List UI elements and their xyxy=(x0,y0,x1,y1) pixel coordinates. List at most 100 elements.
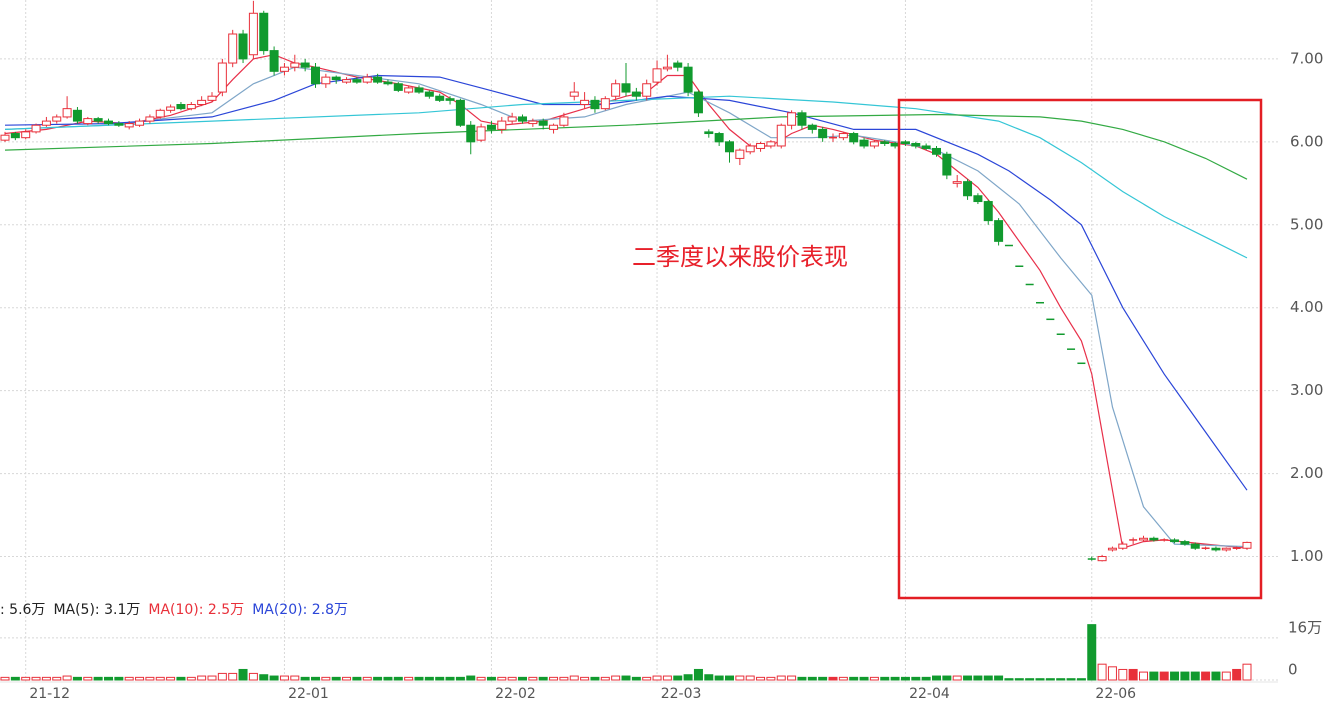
candle-body xyxy=(766,141,776,147)
volume-bar xyxy=(797,676,807,681)
candle-body xyxy=(973,195,983,203)
volume-bar xyxy=(580,676,590,681)
candle-body xyxy=(580,99,590,106)
volume-legend-item: MA(5): 3.1万 xyxy=(53,602,140,618)
volume-bar xyxy=(600,676,610,681)
candle-body xyxy=(994,220,1004,242)
volume-bar xyxy=(1076,678,1086,681)
volume-bar xyxy=(621,675,631,681)
volume-bar xyxy=(631,676,641,681)
volume-bar xyxy=(756,676,766,681)
volume-bar xyxy=(704,674,714,681)
volume-bar xyxy=(1014,678,1024,681)
y-tick-label: 7.00 xyxy=(1290,49,1323,67)
candle-body xyxy=(186,104,196,110)
highlight-box xyxy=(897,98,1263,600)
candle-body xyxy=(1097,556,1107,562)
volume-bar xyxy=(207,675,217,681)
candle-body xyxy=(21,131,31,139)
volume-bar xyxy=(290,675,300,681)
candle-body xyxy=(207,95,217,101)
y-tick-label: 2.00 xyxy=(1290,464,1323,482)
candle-body xyxy=(321,76,331,85)
candle-body xyxy=(176,104,186,110)
volume-bar xyxy=(807,676,817,681)
volume-bar xyxy=(683,674,693,681)
candle-body xyxy=(549,124,559,130)
candle-body xyxy=(414,87,424,93)
volume-tick-label: 16万 xyxy=(1288,618,1322,636)
x-tick-label: 22-04 xyxy=(909,686,950,702)
candle-body xyxy=(1170,539,1180,543)
volume-bar xyxy=(1159,671,1169,681)
volume-bar xyxy=(186,676,196,681)
volume-bar xyxy=(1139,671,1148,681)
candle-body xyxy=(807,124,817,130)
candle-body xyxy=(538,120,548,126)
candle-body xyxy=(900,141,910,144)
volume-bar xyxy=(41,676,51,681)
volume-bar xyxy=(1190,671,1200,681)
volume-bar xyxy=(1107,666,1117,681)
volume-bar xyxy=(932,675,941,681)
volume-bar xyxy=(197,675,207,681)
candle-body xyxy=(818,128,828,139)
volume-bar xyxy=(652,675,662,681)
volume-bar xyxy=(1035,678,1045,681)
volume-bar xyxy=(994,675,1004,681)
x-tick-label: 22-02 xyxy=(495,686,536,702)
volume-bar xyxy=(849,676,859,681)
volume-bar xyxy=(83,676,93,681)
candle-body xyxy=(942,153,952,176)
ma-line xyxy=(4,74,1248,491)
candle-body xyxy=(279,66,289,72)
volume-bar xyxy=(1056,678,1066,681)
candle-body xyxy=(383,81,393,85)
volume-bar xyxy=(414,676,424,681)
candle-body xyxy=(590,99,600,110)
volume-bar xyxy=(466,675,476,681)
candle-body xyxy=(331,76,341,81)
volume-legend-item: MA(10): 2.5万 xyxy=(148,602,244,618)
candle-body xyxy=(745,145,755,153)
volume-bar xyxy=(693,668,703,681)
volume-bar xyxy=(611,675,621,681)
candle-body xyxy=(31,124,41,133)
candle-body xyxy=(1221,547,1231,551)
candle-body xyxy=(1190,543,1200,549)
volume-bar xyxy=(0,676,10,681)
volume-bar xyxy=(445,676,455,681)
volume-bar xyxy=(476,676,486,681)
candle-body xyxy=(621,83,631,93)
volume-bar xyxy=(435,676,445,681)
volume-bar xyxy=(725,675,734,681)
volume-bar xyxy=(776,675,786,681)
volume-bar xyxy=(135,676,145,681)
volume-bar xyxy=(1066,678,1076,681)
candle-body xyxy=(952,181,962,184)
candle-body xyxy=(197,99,207,106)
candle-body xyxy=(0,134,10,141)
volume-bar xyxy=(859,676,869,681)
candle-body xyxy=(342,79,352,83)
candle-body xyxy=(673,62,683,68)
candle-body xyxy=(238,33,248,60)
volume-bar xyxy=(93,676,103,681)
candle-body xyxy=(373,76,383,83)
candle-body xyxy=(911,142,921,147)
candle-body xyxy=(248,12,258,56)
candle-body xyxy=(166,106,176,111)
volume-bar xyxy=(269,675,279,681)
candle-body xyxy=(1180,541,1190,545)
candle-body xyxy=(486,124,496,130)
volume-bar xyxy=(383,676,393,681)
volume-bar xyxy=(818,676,828,681)
volume-legend-item: MA(20): 2.8万 xyxy=(252,602,348,618)
candle-body xyxy=(1211,547,1221,551)
candle-body xyxy=(518,116,527,122)
volume-bar xyxy=(52,676,62,681)
candle-body xyxy=(124,123,134,128)
candle-body xyxy=(300,62,310,68)
candle-body xyxy=(600,98,610,110)
candle-body xyxy=(1139,537,1148,541)
